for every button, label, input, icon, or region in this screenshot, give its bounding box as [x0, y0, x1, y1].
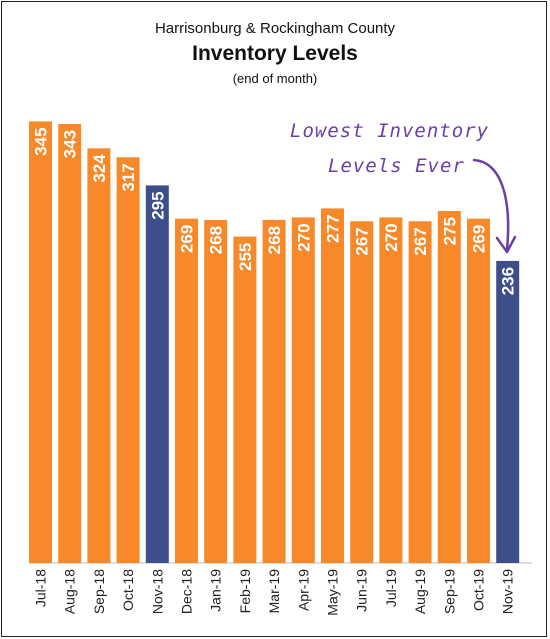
annotation-line-2: Levels Ever: [328, 155, 465, 177]
x-tick-label-jan-19: Jan-19: [208, 569, 224, 612]
bar-oct-18: [116, 157, 140, 564]
annotation-arrow-head: [495, 235, 517, 254]
annotation-line-1: Lowest Inventory: [290, 120, 490, 142]
value-label-nov-18: 295: [148, 191, 167, 219]
bar-may-19: [321, 208, 344, 563]
chart-title: Inventory Levels: [192, 42, 358, 65]
bar-jan-19: [204, 219, 228, 563]
chart-subtitle: Harrisonburg & Rockingham County: [154, 20, 396, 37]
value-label-oct-18: 317: [119, 163, 138, 191]
x-tick-label-aug-19: Aug-19: [412, 569, 428, 614]
bar-apr-19: [291, 217, 315, 563]
annotation-arrow-line: [472, 158, 510, 252]
x-tick-labels-group: Jul-18 Aug-18 Sep-18 Oct-18 Nov-18 Dec-18 Jan-…: [33, 569, 516, 616]
value-label-aug-19: 267: [411, 227, 430, 255]
x-tick-label-may-19: May-19: [325, 569, 341, 616]
value-label-dec-18: 269: [178, 225, 197, 253]
x-tick-label-oct-19: Oct-19: [471, 569, 487, 611]
bar-jun-19: [350, 221, 374, 564]
value-label-jul-18: 345: [32, 127, 51, 155]
x-tick-label-dec-18: Dec-18: [179, 569, 195, 614]
value-label-oct-19: 269: [470, 225, 489, 253]
value-label-may-19: 277: [324, 214, 343, 242]
x-tick-label-jul-19: Jul-19: [383, 569, 399, 607]
bars-group: [29, 121, 520, 564]
bar-dec-18: [175, 218, 198, 563]
x-tick-label-jul-18: Jul-18: [33, 569, 49, 607]
bar-nov-19: [496, 260, 520, 563]
value-labels-group: 345 343 324 317 295 269 268 255 268 270 277 267 270 2…: [32, 127, 518, 295]
bar-sep-18: [87, 148, 111, 563]
value-label-sep-19: 275: [440, 217, 459, 245]
bar-aug-18: [58, 123, 82, 564]
x-tick-label-nov-19: Nov-19: [500, 569, 516, 614]
value-label-jun-19: 267: [353, 227, 372, 255]
x-tick-label-nov-18: Nov-18: [149, 569, 165, 614]
bar-nov-18: [145, 185, 169, 563]
bar-mar-19: [262, 219, 286, 563]
value-label-jul-19: 270: [382, 223, 401, 251]
x-tick-label-sep-18: Sep-18: [91, 569, 107, 614]
x-tick-label-feb-19: Feb-19: [237, 569, 253, 614]
value-label-sep-18: 324: [90, 154, 109, 183]
value-label-feb-19: 255: [236, 243, 255, 271]
x-tick-label-apr-19: Apr-19: [295, 569, 311, 611]
x-tick-label-sep-19: Sep-19: [441, 569, 457, 614]
value-label-aug-18: 343: [61, 130, 80, 158]
bar-jul-19: [379, 217, 403, 563]
x-tick-label-mar-19: Mar-19: [266, 569, 282, 614]
value-label-apr-19: 270: [294, 223, 313, 251]
x-tick-label-aug-18: Aug-18: [62, 569, 78, 614]
value-label-mar-19: 268: [265, 226, 284, 254]
x-tick-label-jun-19: Jun-19: [354, 569, 370, 612]
bar-oct-19: [467, 218, 490, 563]
value-label-jan-19: 268: [207, 226, 226, 254]
value-label-nov-19: 236: [499, 267, 518, 295]
bar-aug-19: [408, 221, 432, 564]
bar-feb-19: [233, 236, 257, 563]
bar-jul-18: [29, 121, 52, 564]
x-tick-label-oct-18: Oct-18: [120, 569, 136, 611]
chart-note: (end of month): [232, 71, 318, 86]
bar-sep-19: [437, 211, 461, 563]
